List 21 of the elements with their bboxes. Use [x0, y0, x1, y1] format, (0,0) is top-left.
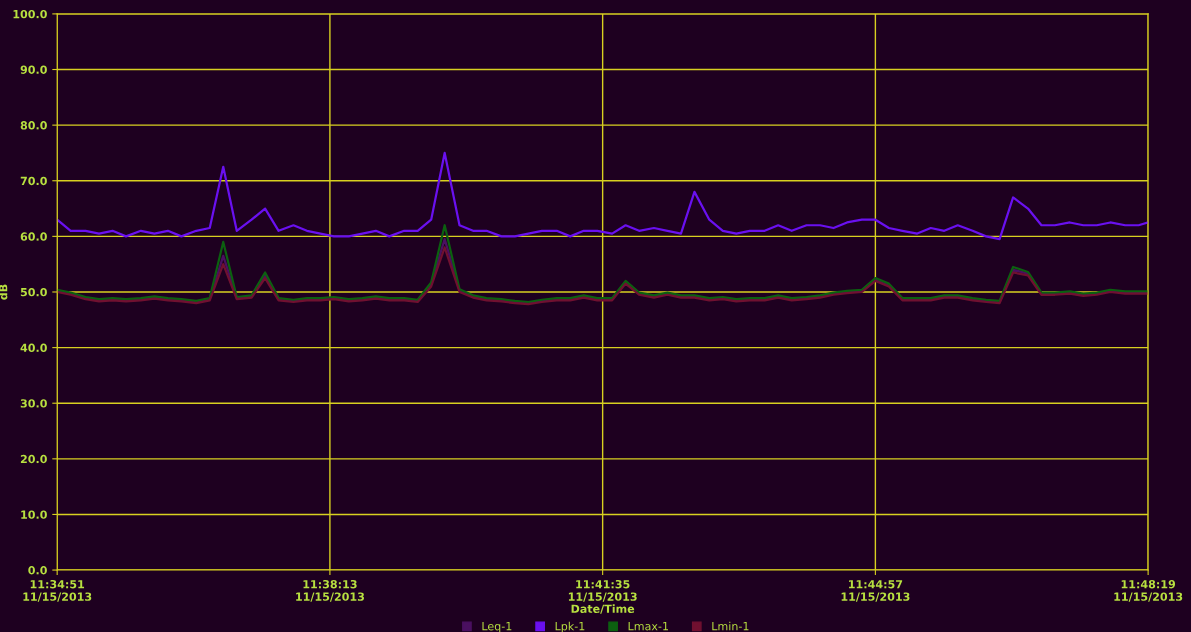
y-tick-label: 60.0 [20, 232, 47, 241]
y-tick-label: 70.0 [20, 176, 47, 186]
x-tick-label: 11:41:35 11/15/2013 [568, 579, 637, 602]
y-tick-label: 100.0 [13, 9, 47, 19]
x-tick-label: 11:38:13 11/15/2013 [296, 579, 365, 602]
y-tick-label: 50.0 [20, 287, 47, 297]
legend-label: Lmax-1 [628, 622, 668, 631]
x-tick-label: 11:48:19 11/15/2013 [1114, 579, 1183, 602]
legend-label: Leq-1 [482, 622, 512, 632]
legend-label: Lpk-1 [555, 621, 585, 632]
x-tick-label: 11:34:51 11/15/2013 [23, 579, 92, 602]
y-tick-label: 20.0 [20, 454, 47, 464]
x-tick-label: 11:44:57 11/15/2013 [841, 580, 910, 602]
x-axis-title: Date/Time [571, 604, 635, 614]
y-tick-label: 80.0 [20, 121, 47, 130]
y-tick-label: 90.0 [20, 65, 47, 74]
y-tick-label: 30.0 [20, 399, 47, 408]
legend-label: Lmin-1 [712, 621, 749, 631]
y-tick-label: 10.0 [21, 510, 47, 519]
y-tick-label: 0.0 [28, 566, 47, 575]
y-tick-label: 40.0 [20, 343, 47, 352]
